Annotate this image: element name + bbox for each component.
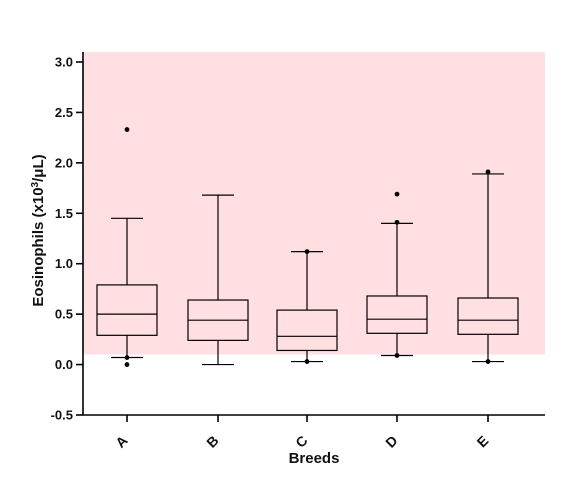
x-axis-title: Breeds bbox=[289, 450, 340, 467]
x-axis: A B C D E bbox=[83, 414, 545, 451]
y-tick-label: 2.5 bbox=[55, 105, 73, 120]
box-a bbox=[96, 127, 158, 367]
y-axis-title-unit: /μL) bbox=[30, 154, 47, 182]
y-tick-label: 2.0 bbox=[55, 155, 73, 170]
iqr-box bbox=[276, 309, 338, 352]
outlier-point bbox=[124, 355, 130, 360]
y-tick-label: 0.5 bbox=[55, 307, 73, 322]
outlier-point bbox=[485, 359, 491, 364]
x-tick-label: A bbox=[112, 432, 130, 450]
box-d bbox=[366, 191, 428, 358]
x-tick-label: C bbox=[292, 432, 310, 450]
outlier-point bbox=[124, 362, 130, 367]
outlier-point bbox=[394, 219, 400, 225]
y-axis-title: Eosinophils (x103/μL) bbox=[30, 154, 48, 306]
box-c bbox=[276, 249, 338, 364]
iqr-box bbox=[457, 297, 519, 335]
x-tick-label: B bbox=[203, 432, 221, 450]
y-tick-label: 1.5 bbox=[55, 206, 73, 221]
outlier-point bbox=[394, 191, 400, 197]
x-tick-label: D bbox=[382, 432, 400, 450]
outlier-point bbox=[394, 353, 400, 358]
y-tick-label: 1.0 bbox=[55, 256, 73, 271]
y-axis-title-superscript: 3 bbox=[30, 181, 41, 187]
iqr-box bbox=[366, 295, 428, 334]
reference-interval-band bbox=[83, 51, 545, 355]
y-axis: -0.5 0.0 0.5 1.0 1.5 2.0 2.5 3.0 bbox=[51, 51, 84, 423]
x-tick-label: E bbox=[474, 433, 492, 451]
box-e bbox=[457, 169, 519, 364]
y-tick-label: 3.0 bbox=[55, 55, 73, 70]
y-tick-label: 0.0 bbox=[55, 357, 73, 372]
box-b bbox=[187, 194, 249, 366]
box-series bbox=[96, 127, 519, 367]
y-tick-label: -0.5 bbox=[51, 408, 73, 423]
outlier-point bbox=[124, 127, 130, 132]
outlier-point bbox=[304, 249, 310, 255]
y-axis-title-main: Eosinophils (x10 bbox=[30, 187, 47, 306]
outlier-point bbox=[485, 169, 491, 175]
outlier-point bbox=[304, 359, 310, 364]
iqr-box bbox=[96, 284, 158, 336]
